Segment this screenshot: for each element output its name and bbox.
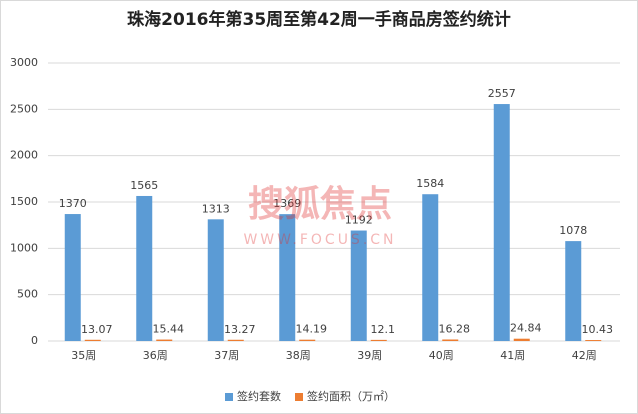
x-tick-label: 37周 <box>214 349 239 362</box>
x-tick-label: 36周 <box>143 349 168 362</box>
data-label: 13.27 <box>224 323 256 336</box>
data-label: 1078 <box>559 224 587 237</box>
data-label: 14.19 <box>296 323 328 336</box>
chart-title: 珠海2016年第35周至第42周一手商品房签约统计 <box>127 9 511 30</box>
bar <box>227 339 244 341</box>
x-tick-label: 35周 <box>71 349 96 362</box>
bar <box>513 338 530 341</box>
watermark: 搜狐焦点 WWW.FOCUS.CN <box>243 184 396 248</box>
bar <box>565 241 582 341</box>
legend-swatch <box>295 393 303 401</box>
bar <box>422 194 439 341</box>
bar <box>370 339 387 341</box>
bar <box>156 339 173 341</box>
data-label: 1370 <box>59 197 87 210</box>
data-label: 15.44 <box>153 323 185 336</box>
x-tick-label: 38周 <box>286 349 311 362</box>
bar <box>299 339 316 341</box>
bar <box>350 230 367 341</box>
bar <box>207 219 224 341</box>
data-label: 13.07 <box>81 323 113 336</box>
bar <box>64 214 81 341</box>
x-tick-label: 42周 <box>572 349 597 362</box>
data-label: 10.43 <box>582 323 614 336</box>
y-tick-label: 2500 <box>10 102 38 115</box>
data-label: 24.84 <box>510 322 542 335</box>
bar <box>493 104 510 341</box>
data-label: 1369 <box>273 197 301 210</box>
data-label: 16.28 <box>439 322 471 335</box>
data-label: 12.1 <box>371 323 396 336</box>
data-label: 1192 <box>345 214 373 227</box>
legend-swatch <box>225 393 233 401</box>
y-tick-label: 0 <box>31 334 38 347</box>
bar <box>136 195 153 341</box>
watermark-logo: 搜狐焦点 <box>248 184 392 225</box>
data-label: 1565 <box>130 179 158 192</box>
legend-label: 签约套数 <box>237 389 281 403</box>
x-tick-label: 39周 <box>357 349 382 362</box>
bar <box>585 340 602 341</box>
data-label: 1584 <box>416 177 444 190</box>
bar <box>442 339 459 341</box>
x-tick-label: 40周 <box>429 349 454 362</box>
y-tick-label: 1000 <box>10 241 38 254</box>
y-tick-label: 3000 <box>10 56 38 69</box>
y-tick-label: 1500 <box>10 195 38 208</box>
bar <box>279 214 296 341</box>
data-label: 1313 <box>202 202 230 215</box>
x-tick-label: 41周 <box>500 349 525 362</box>
bar <box>84 339 101 341</box>
legend-label: 签约面积（万㎡） <box>307 389 395 403</box>
y-tick-label: 2000 <box>10 149 38 162</box>
watermark-url: WWW.FOCUS.CN <box>243 232 396 248</box>
data-label: 2557 <box>488 87 516 100</box>
y-tick-label: 500 <box>17 288 38 301</box>
